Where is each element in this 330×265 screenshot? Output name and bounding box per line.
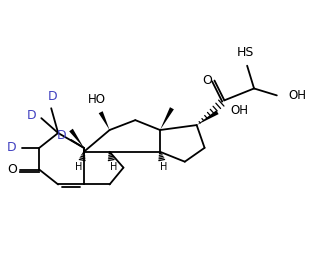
Text: OH: OH (230, 104, 248, 117)
Text: H: H (160, 162, 168, 172)
Polygon shape (160, 107, 174, 130)
Text: OH: OH (289, 89, 307, 102)
Text: H: H (75, 162, 82, 172)
Text: O: O (203, 74, 213, 87)
Text: H: H (110, 162, 117, 172)
Polygon shape (197, 110, 218, 125)
Text: HO: HO (88, 93, 106, 106)
Text: D: D (27, 109, 36, 122)
Text: D: D (7, 141, 16, 154)
Polygon shape (69, 129, 84, 148)
Text: HS: HS (237, 46, 254, 59)
Polygon shape (99, 111, 110, 130)
Text: O: O (8, 163, 17, 176)
Text: D: D (56, 130, 66, 143)
Text: D: D (48, 90, 57, 103)
